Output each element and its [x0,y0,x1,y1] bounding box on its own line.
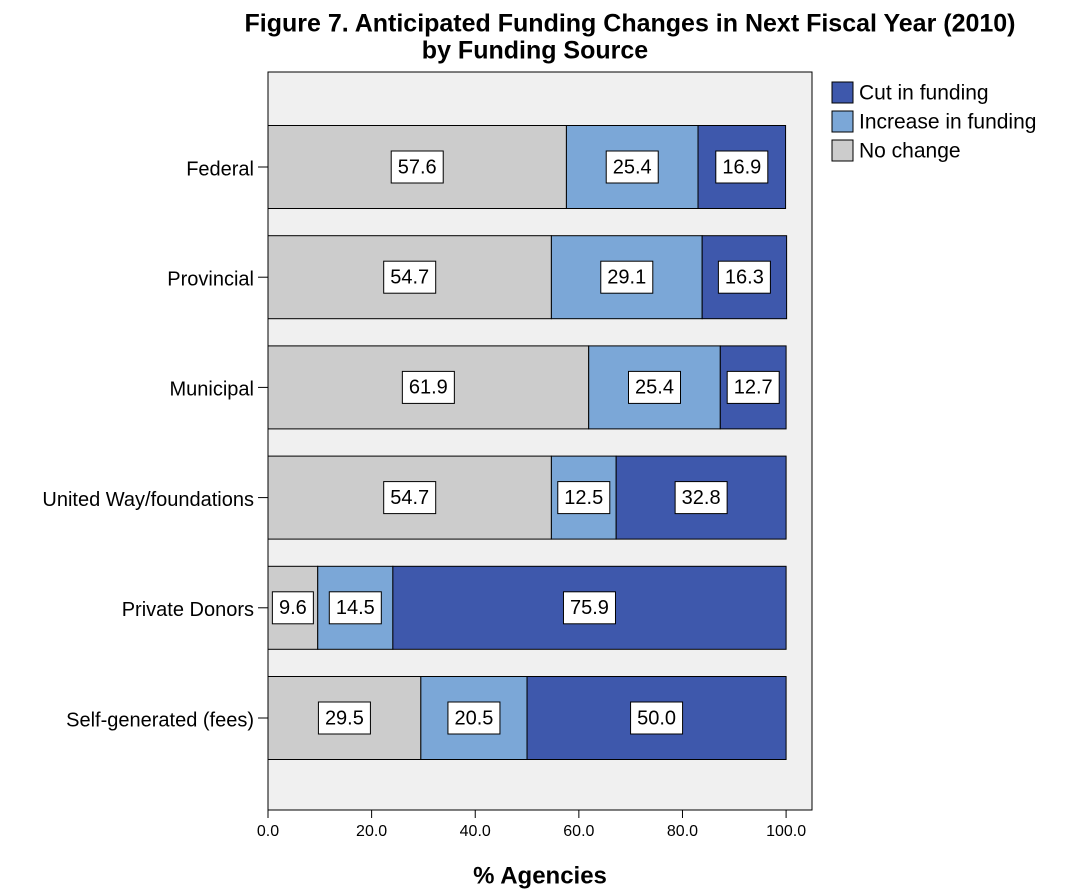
value-label-box [726,370,780,404]
value-label-box [562,591,616,625]
value-label: 29.1 [607,266,646,288]
chart-title: Figure 7. Anticipated Funding Changes in… [244,10,1015,38]
value-label-box [600,260,654,294]
legend-label: Increase in funding [859,111,1036,134]
y-tick-label: Provincial [167,268,254,290]
value-label-box [605,150,659,184]
y-tick-label: Private Donors [122,599,254,621]
x-tick-label: 0.0 [257,823,279,840]
bar-segment [392,565,787,650]
value-label: 29.5 [325,707,364,729]
value-label-box [557,481,611,515]
value-label-box [328,591,382,625]
value-label-box [447,701,501,735]
value-label-box [715,150,769,184]
value-label-box [627,370,681,404]
x-tick-label: 100.0 [766,823,806,840]
value-label-box [317,701,371,735]
x-tick-label: 60.0 [563,823,594,840]
value-label-box [401,370,455,404]
legend-swatch [831,110,854,133]
value-label: 25.4 [613,156,652,178]
value-label: 61.9 [409,377,448,399]
legend-label: Cut in funding [859,82,989,105]
y-tick-label: Federal [186,158,254,180]
y-tick-label: United Way/foundations [42,489,254,511]
x-tick-label: 80.0 [667,823,698,840]
value-label: 54.7 [390,487,429,509]
value-label-box [390,150,444,184]
legend-label: No change [859,140,961,163]
value-label-box [383,481,437,515]
value-label: 12.5 [564,487,603,509]
value-label-box [383,260,437,294]
value-label: 25.4 [635,377,674,399]
value-label: 16.9 [722,156,761,178]
value-label-box [674,481,728,515]
x-tick-label: 40.0 [460,823,491,840]
value-label: 57.6 [398,156,437,178]
value-label-box [717,260,771,294]
legend-swatch [831,81,854,104]
value-label-box [271,591,314,625]
value-label: 32.8 [682,487,721,509]
value-label: 9.6 [279,597,307,619]
legend-swatch [831,139,854,162]
value-label: 75.9 [570,597,609,619]
value-label: 20.5 [454,707,493,729]
value-label: 50.0 [637,707,676,729]
x-tick-label: 20.0 [356,823,387,840]
value-label: 16.3 [725,266,764,288]
value-label: 12.7 [734,377,773,399]
y-tick-label: Municipal [170,379,254,401]
value-label-box [630,701,684,735]
y-tick-label: Self-generated (fees) [66,709,254,731]
value-label: 14.5 [336,597,375,619]
value-label: 54.7 [390,266,429,288]
x-axis-label: % Agencies [473,862,607,889]
chart-title: by Funding Source [422,37,648,65]
